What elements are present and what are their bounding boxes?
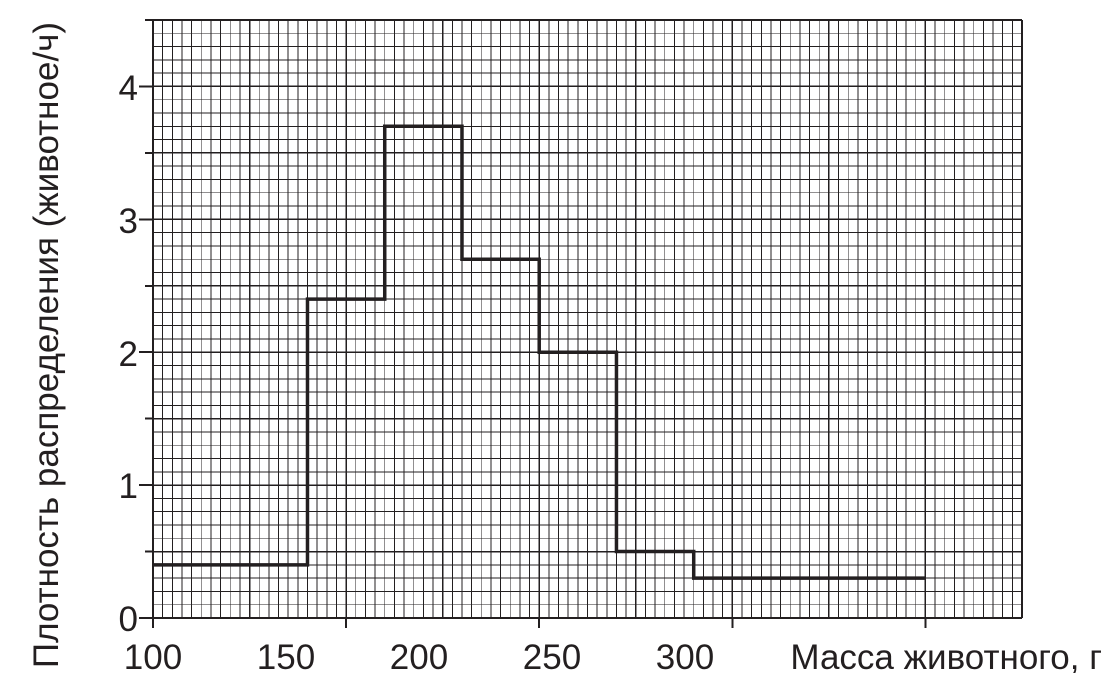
x-tick-label: 250 xyxy=(523,638,581,673)
y-tick-label: 1 xyxy=(119,467,138,506)
x-tick-label: 100 xyxy=(124,638,182,673)
y-tick-labels: 0 1 2 3 4 xyxy=(119,69,138,639)
x-tick-label: 200 xyxy=(390,638,448,673)
axes xyxy=(139,19,1022,628)
y-tick-label: 0 xyxy=(119,600,138,639)
y-axis-title: Плотность распределения (животное/ч) xyxy=(27,22,66,668)
x-tick-labels: 100 150 200 250 300 xyxy=(124,638,714,673)
step-series xyxy=(153,124,926,580)
x-axis-title: Масса животного, г xyxy=(790,638,1102,673)
x-tick-label: 150 xyxy=(257,638,315,673)
y-tick-label: 2 xyxy=(119,335,138,374)
grid xyxy=(152,19,1023,619)
y-tick-label: 3 xyxy=(119,202,138,241)
step-line xyxy=(153,124,926,580)
y-tick-label: 4 xyxy=(119,69,138,108)
x-tick-label: 300 xyxy=(656,638,714,673)
